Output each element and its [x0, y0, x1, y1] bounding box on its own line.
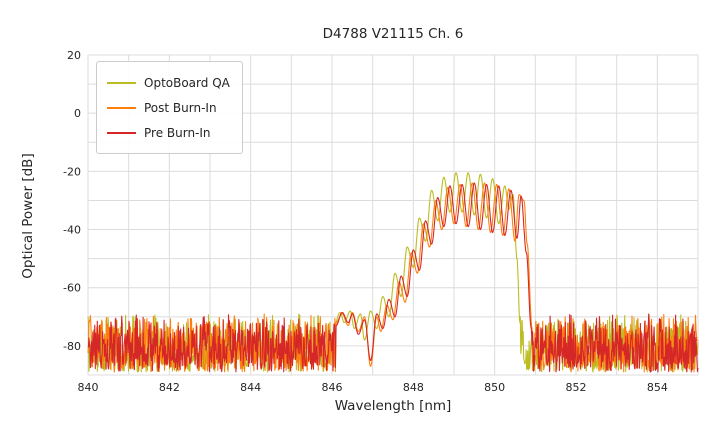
- y-tick-label: 0: [74, 107, 81, 120]
- chart-title: D4788 V21115 Ch. 6: [322, 26, 464, 42]
- y-tick-label: -60: [63, 282, 81, 295]
- legend-label-post-burn-in: Post Burn-In: [144, 100, 217, 115]
- y-tick-label: -80: [63, 340, 81, 353]
- y-tick-label: -20: [63, 165, 81, 178]
- x-axis-label: Wavelength [nm]: [334, 398, 452, 414]
- y-axis-label: Optical Power [dB]: [20, 153, 36, 279]
- legend: OptoBoard QA Post Burn-In Pre Burn-In: [96, 61, 243, 154]
- legend-label-optoboard-qa: OptoBoard QA: [144, 75, 230, 90]
- x-tick-label: 852: [566, 381, 587, 394]
- legend-item-pre-burn-in: Pre Burn-In: [107, 120, 230, 145]
- legend-item-post-burn-in: Post Burn-In: [107, 95, 230, 120]
- x-tick-label: 850: [484, 381, 505, 394]
- legend-item-optoboard-qa: OptoBoard QA: [107, 70, 230, 95]
- x-tick-label: 844: [240, 381, 261, 394]
- y-tick-label: -40: [63, 224, 81, 237]
- x-tick-label: 842: [159, 381, 180, 394]
- legend-swatch-post-burn-in: [107, 106, 136, 109]
- x-tick-label: 840: [78, 381, 99, 394]
- legend-label-pre-burn-in: Pre Burn-In: [144, 125, 211, 140]
- y-tick-label: 20: [67, 49, 81, 62]
- x-tick-label: 848: [403, 381, 424, 394]
- x-tick-label: 846: [322, 381, 343, 394]
- x-tick-label: 854: [647, 381, 668, 394]
- legend-swatch-optoboard-qa: [107, 81, 136, 84]
- series-line-pre-burn-in: [87, 182, 699, 373]
- legend-swatch-pre-burn-in: [107, 131, 136, 134]
